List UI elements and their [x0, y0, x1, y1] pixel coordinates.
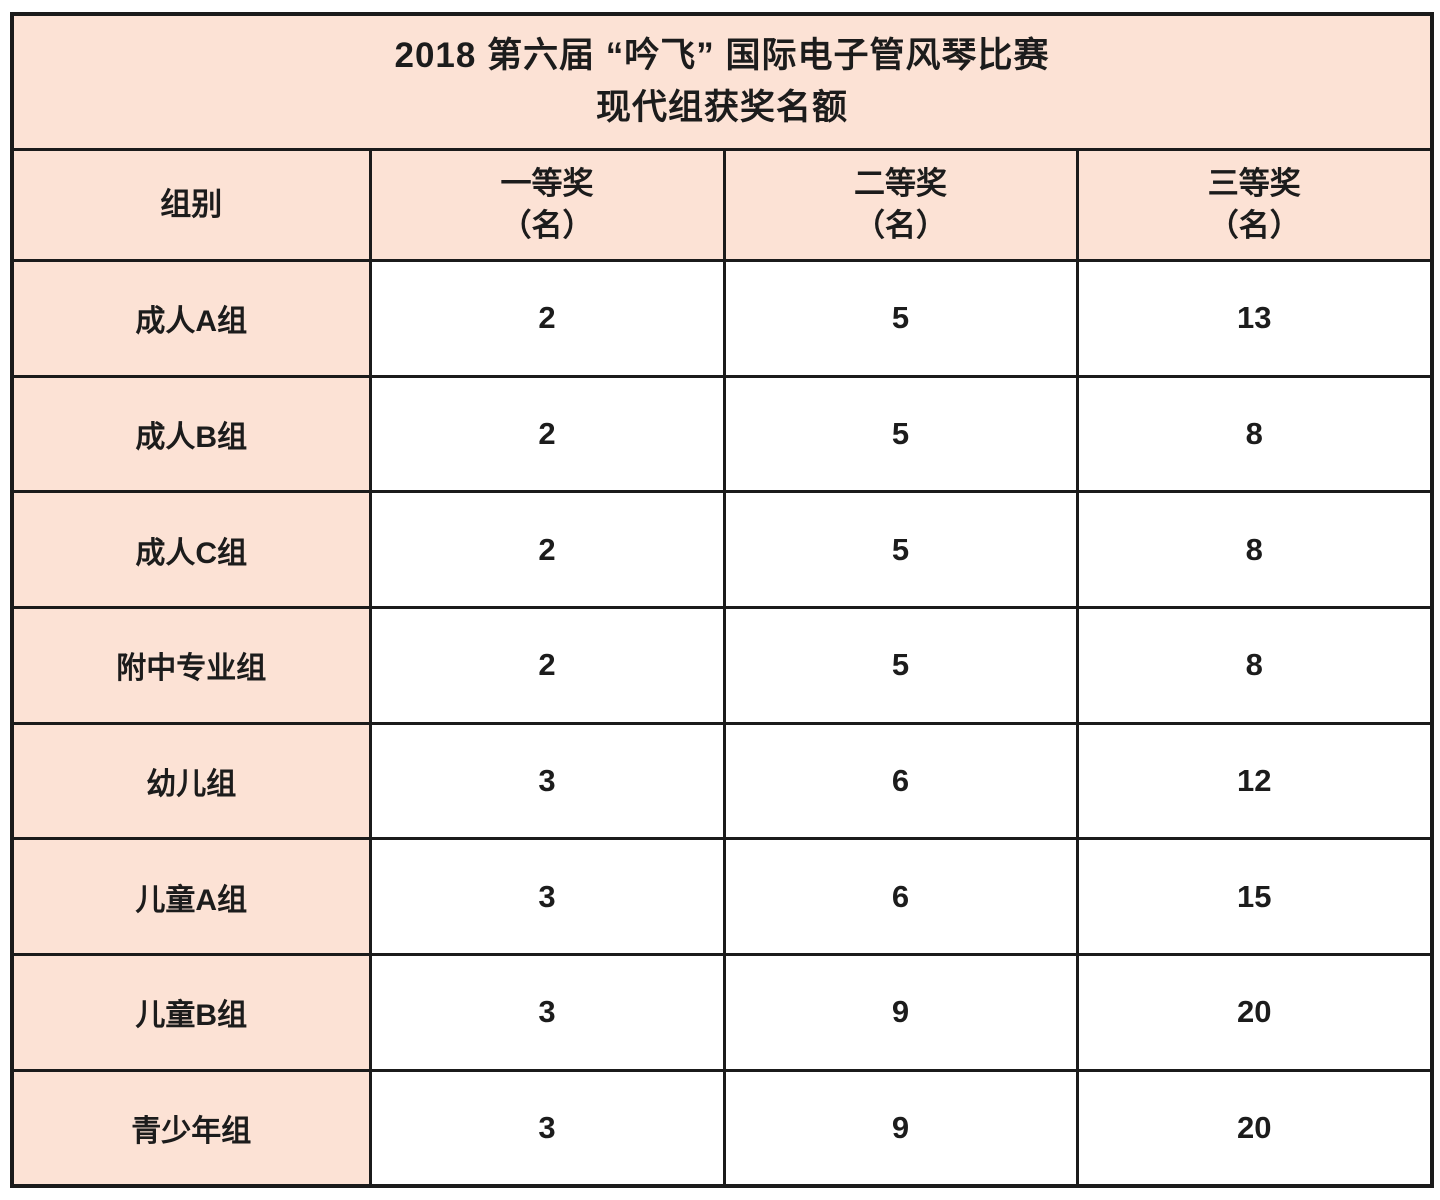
group-cell: 成人C组 — [10, 490, 372, 610]
table-row: 儿童A组 3 6 15 — [10, 837, 1434, 957]
second-prize-cell: 9 — [722, 1068, 1079, 1188]
second-prize-cell: 5 — [722, 490, 1079, 610]
first-prize-label: 一等奖 — [500, 166, 594, 202]
third-prize-cell: 13 — [1075, 259, 1434, 378]
second-prize-cell: 6 — [722, 721, 1079, 841]
group-cell: 成人B组 — [10, 374, 372, 494]
third-prize-cell: 8 — [1075, 606, 1434, 725]
group-cell: 青少年组 — [10, 1068, 372, 1188]
award-quota-table: 2018 第六届 “吟飞” 国际电子管风琴比赛 现代组获奖名额 组别 一等奖 （… — [10, 12, 1435, 1188]
table-title-line1: 2018 第六届 “吟飞” 国际电子管风琴比赛 — [394, 35, 1050, 75]
third-prize-cell: 20 — [1075, 953, 1434, 1072]
first-prize-cell: 3 — [368, 1068, 726, 1188]
table-row: 成人B组 2 5 8 — [10, 374, 1434, 494]
table-row: 附中专业组 2 5 8 — [10, 606, 1434, 725]
first-prize-cell: 3 — [368, 837, 726, 957]
first-prize-unit: （名） — [500, 208, 594, 243]
second-prize-cell: 5 — [722, 606, 1079, 725]
table-title: 2018 第六届 “吟飞” 国际电子管风琴比赛 现代组获奖名额 — [10, 12, 1434, 151]
table-row: 青少年组 3 9 20 — [10, 1068, 1434, 1188]
group-cell: 儿童B组 — [10, 953, 372, 1072]
first-prize-cell: 2 — [368, 490, 726, 610]
table-row: 成人A组 2 5 13 — [10, 259, 1434, 378]
first-prize-cell: 3 — [368, 721, 726, 841]
header-row: 组别 一等奖 （名） 二等奖 （名） 三等奖 （名） — [10, 148, 1434, 262]
second-prize-unit: （名） — [854, 208, 947, 243]
group-cell: 幼儿组 — [10, 721, 372, 841]
third-prize-cell: 8 — [1075, 490, 1434, 610]
col-header-third-prize: 三等奖 （名） — [1075, 148, 1434, 262]
first-prize-cell: 2 — [368, 259, 726, 378]
third-prize-label: 三等奖 — [1207, 166, 1301, 202]
table-row: 幼儿组 3 6 12 — [10, 721, 1434, 841]
group-cell: 成人A组 — [10, 259, 372, 378]
first-prize-cell: 3 — [368, 953, 726, 1072]
second-prize-cell: 5 — [722, 259, 1079, 378]
third-prize-cell: 15 — [1075, 837, 1434, 957]
first-prize-cell: 2 — [368, 374, 726, 494]
second-prize-cell: 6 — [722, 837, 1079, 957]
third-prize-cell: 20 — [1075, 1068, 1434, 1188]
second-prize-cell: 9 — [722, 953, 1079, 1072]
second-prize-cell: 5 — [722, 374, 1079, 494]
title-row: 2018 第六届 “吟飞” 国际电子管风琴比赛 现代组获奖名额 — [10, 12, 1434, 151]
first-prize-cell: 2 — [368, 606, 726, 725]
col-header-first-prize: 一等奖 （名） — [368, 148, 726, 262]
table-row: 成人C组 2 5 8 — [10, 490, 1434, 610]
table-row: 儿童B组 3 9 20 — [10, 953, 1434, 1072]
third-prize-cell: 8 — [1075, 374, 1434, 494]
second-prize-label: 二等奖 — [854, 166, 947, 202]
table-title-line2: 现代组获奖名额 — [596, 88, 849, 127]
third-prize-unit: （名） — [1207, 208, 1301, 243]
group-cell: 附中专业组 — [10, 606, 372, 725]
col-header-second-prize: 二等奖 （名） — [722, 148, 1079, 262]
col-header-group: 组别 — [10, 148, 372, 262]
group-cell: 儿童A组 — [10, 837, 372, 957]
third-prize-cell: 12 — [1075, 721, 1434, 841]
